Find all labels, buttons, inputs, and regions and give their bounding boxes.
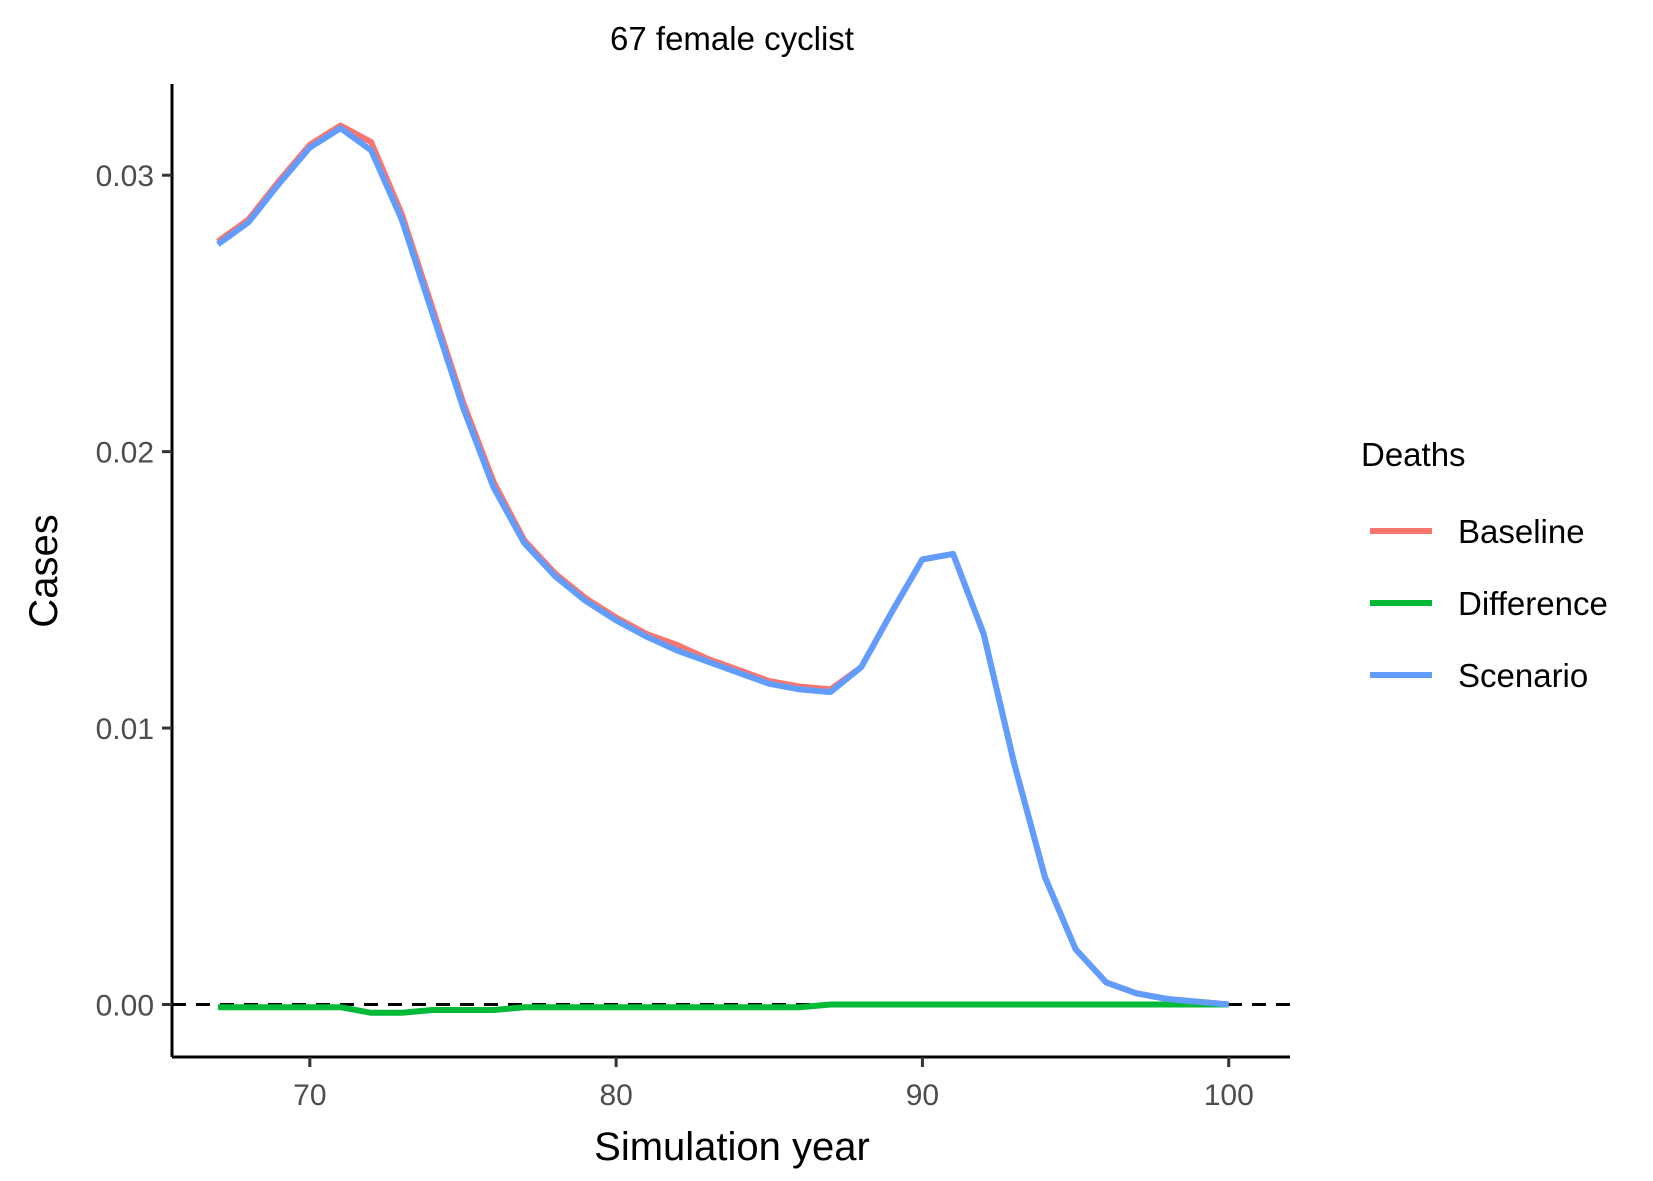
- x-tick-label: 100: [1204, 1079, 1254, 1112]
- x-tick-label: 80: [599, 1079, 632, 1112]
- x-axis-title: Simulation year: [594, 1125, 870, 1169]
- y-tick-label: 0.02: [96, 437, 154, 470]
- y-axis-title: Cases: [22, 514, 66, 627]
- series-line-difference: [217, 1001, 1229, 1016]
- y-tick-label: 0.01: [96, 713, 154, 746]
- y-tick-label: 0.03: [96, 160, 154, 193]
- chart-title: 67 female cyclist: [610, 20, 854, 57]
- legend: Deaths Baseline Difference Scenario: [1361, 436, 1608, 694]
- x-tick-label: 90: [906, 1079, 939, 1112]
- legend-label-scenario: Scenario: [1458, 657, 1588, 694]
- x-tick-label: 70: [293, 1079, 326, 1112]
- y-tick-label: 0.00: [96, 989, 154, 1022]
- series-line-baseline: [216, 122, 1229, 1008]
- series-lines: [216, 122, 1229, 1016]
- legend-items: Baseline Difference Scenario: [1370, 513, 1608, 694]
- x-axis-ticks: 70 80 90 100: [293, 1057, 1254, 1112]
- legend-title: Deaths: [1361, 436, 1466, 473]
- series-line-scenario: [216, 125, 1229, 1008]
- legend-label-baseline: Baseline: [1458, 513, 1585, 550]
- legend-label-difference: Difference: [1458, 585, 1608, 622]
- y-axis-ticks: 0.00 0.01 0.02 0.03: [96, 160, 172, 1022]
